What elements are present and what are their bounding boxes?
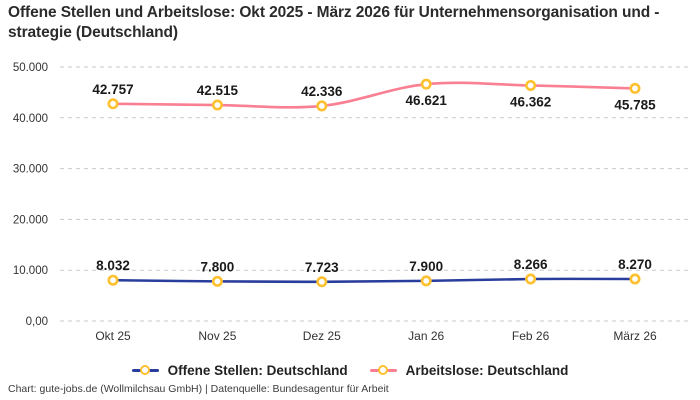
data-point-marker[interactable] — [316, 100, 328, 112]
legend-label-offene-stellen: Offene Stellen: Deutschland — [167, 362, 348, 378]
x-axis-tick-label: Dez 25 — [303, 329, 341, 343]
data-point-label: 42.515 — [197, 83, 239, 98]
data-point-marker[interactable] — [107, 98, 119, 110]
data-point-label: 42.336 — [301, 84, 343, 99]
legend-line-swatch-icon — [131, 365, 159, 375]
legend-item-offene-stellen[interactable]: Offene Stellen: Deutschland — [131, 362, 348, 378]
data-point-label: 8.266 — [514, 257, 548, 272]
x-axis-tick-label: Feb 26 — [512, 329, 550, 343]
data-point-label: 46.621 — [406, 93, 448, 108]
data-point-marker[interactable] — [420, 275, 432, 287]
data-point-label: 46.362 — [510, 94, 551, 109]
chart-canvas: 0,00 10.000 20.000 30.000 40.000 50.000 Okt 25… — [13, 62, 688, 343]
data-point-marker[interactable] — [211, 275, 223, 287]
data-point-marker[interactable] — [525, 79, 537, 91]
legend-marker-dot-icon — [140, 365, 151, 375]
x-axis-tick-label: Jan 26 — [408, 329, 444, 343]
legend: Offene Stellen: Deutschland Arbeitslose:… — [0, 359, 700, 381]
y-axis-tick-label: 10.000 — [13, 265, 48, 277]
data-point-label: 8.032 — [96, 258, 130, 273]
x-axis-tick-label: März 26 — [613, 329, 657, 343]
y-axis-tick-label: 20.000 — [13, 214, 48, 226]
data-point-label: 7.723 — [305, 260, 339, 275]
legend-marker-dot-icon — [378, 365, 389, 375]
legend-item-arbeitslose[interactable]: Arbeitslose: Deutschland — [369, 362, 569, 378]
series-line — [111, 277, 637, 284]
data-point-marker[interactable] — [211, 99, 223, 111]
series-line — [111, 81, 637, 109]
x-axis-tick-label: Okt 25 — [95, 329, 131, 343]
data-point-marker[interactable] — [316, 276, 328, 288]
x-axis-tick-label: Nov 25 — [198, 329, 236, 343]
data-point-label: 7.900 — [409, 259, 443, 274]
y-axis-tick-label: 0,00 — [26, 316, 48, 328]
data-point-label: 8.270 — [618, 257, 652, 272]
data-point-marker[interactable] — [629, 82, 641, 94]
data-point-label: 7.800 — [201, 259, 235, 274]
data-point-label: 45.785 — [614, 97, 656, 112]
y-axis-tick-label: 40.000 — [13, 113, 48, 125]
data-point-marker[interactable] — [629, 273, 641, 285]
data-point-label: 42.757 — [92, 82, 133, 97]
y-axis-tick-label: 50.000 — [13, 62, 48, 74]
data-point-marker[interactable] — [525, 273, 537, 285]
source-attribution: Chart: gute-jobs.de (Wollmilchsau GmbH) … — [8, 383, 389, 395]
y-axis-tick-label: 30.000 — [13, 164, 48, 176]
data-point-marker[interactable] — [107, 274, 119, 286]
legend-line-swatch-icon — [369, 365, 397, 375]
data-point-marker[interactable] — [420, 78, 432, 90]
legend-label-arbeitslose: Arbeitslose: Deutschland — [405, 362, 569, 378]
chart-title: Offene Stellen und Arbeitslose: Okt 2025… — [8, 4, 660, 42]
